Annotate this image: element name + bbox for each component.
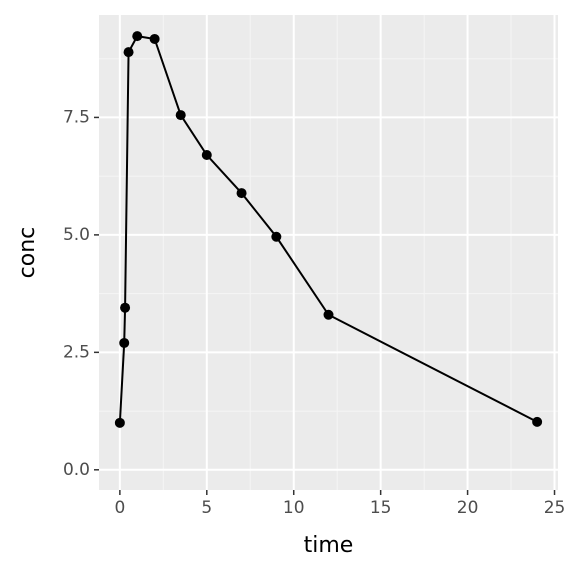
x-tick-label: 10	[283, 498, 305, 518]
point	[271, 231, 282, 242]
point	[149, 33, 160, 44]
point	[123, 47, 134, 58]
panel	[99, 15, 558, 490]
line	[118, 35, 538, 423]
y-tick-label: 2.5	[63, 342, 90, 362]
point	[201, 150, 212, 161]
x-axis-label: time	[304, 533, 354, 558]
x-tick-label: 5	[201, 498, 212, 518]
y-axis-label: conc	[15, 227, 40, 279]
point	[119, 337, 130, 348]
point	[175, 110, 186, 121]
point	[236, 188, 247, 199]
y-tick-label: 7.5	[63, 107, 90, 127]
x-tick-label: 20	[457, 498, 479, 518]
point	[120, 302, 131, 313]
point	[323, 309, 334, 320]
x-tick-label: 25	[544, 498, 566, 518]
y-tick-label: 5.0	[63, 225, 90, 245]
x-tick-label: 0	[114, 498, 125, 518]
grid	[99, 15, 558, 490]
marks	[114, 31, 543, 428]
point	[114, 417, 125, 428]
point	[532, 416, 543, 427]
x-tick-label: 15	[370, 498, 392, 518]
point	[132, 31, 143, 42]
y-tick-label: 0.0	[63, 460, 90, 480]
